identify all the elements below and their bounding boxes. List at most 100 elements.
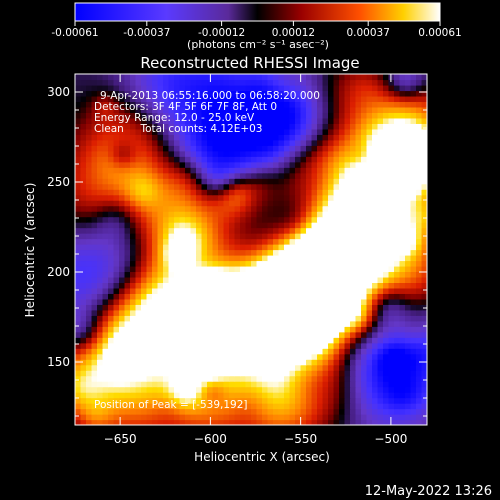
- heatmap-cell: [399, 370, 406, 377]
- heatmap-cell: [333, 331, 340, 338]
- heatmap-cell: [328, 298, 335, 305]
- heatmap-cell: [97, 134, 104, 141]
- heatmap-cell: [273, 128, 280, 135]
- heatmap-cell: [251, 205, 258, 212]
- heatmap-cell: [256, 331, 263, 338]
- heatmap-cell: [383, 84, 390, 92]
- heatmap-cell: [284, 353, 291, 360]
- heatmap-cell: [344, 123, 351, 130]
- heatmap-cell: [179, 348, 186, 355]
- heatmap-cell: [196, 271, 203, 278]
- heatmap-cell: [240, 95, 247, 103]
- heatmap-cell: [421, 309, 427, 316]
- heatmap-cell: [399, 145, 406, 152]
- heatmap-cell: [267, 326, 274, 333]
- heatmap-cell: [267, 200, 274, 207]
- heatmap-cell: [377, 348, 384, 355]
- heatmap-cell: [168, 348, 175, 355]
- heatmap-cell: [179, 337, 186, 344]
- heatmap-cell: [328, 331, 335, 338]
- heatmap-cell: [196, 353, 203, 360]
- heatmap-cell: [207, 117, 214, 124]
- heatmap-cell: [289, 183, 296, 190]
- heatmap-cell: [251, 161, 258, 168]
- heatmap-cell: [157, 101, 164, 108]
- heatmap-cell: [322, 128, 329, 135]
- heatmap-cell: [168, 331, 175, 338]
- heatmap-cell: [273, 167, 280, 174]
- heatmap-cell: [146, 106, 153, 113]
- heatmap-cell: [306, 282, 313, 289]
- heatmap-cell: [394, 403, 401, 410]
- heatmap-cell: [190, 397, 197, 404]
- heatmap-cell: [163, 117, 170, 124]
- heatmap-cell: [157, 183, 164, 190]
- heatmap-cell: [163, 265, 170, 273]
- heatmap-cell: [223, 348, 230, 355]
- heatmap-cell: [421, 90, 427, 97]
- heatmap-cell: [416, 101, 423, 108]
- heatmap-cell: [383, 331, 390, 338]
- heatmap-cell: [388, 403, 395, 410]
- heatmap-cell: [416, 408, 423, 415]
- heatmap-cell: [289, 101, 296, 108]
- heatmap-cell: [273, 156, 280, 163]
- heatmap-cell: [75, 216, 82, 223]
- heatmap-cell: [421, 156, 427, 163]
- heatmap-cell: [399, 189, 406, 196]
- heatmap-cell: [361, 189, 368, 196]
- heatmap-cell: [190, 249, 197, 256]
- heatmap-cell: [317, 315, 324, 322]
- heatmap-cell: [113, 276, 120, 283]
- heatmap-cell: [135, 276, 142, 283]
- heatmap-cell: [223, 403, 230, 410]
- heatmap-cell: [97, 375, 104, 382]
- heatmap-cell: [333, 375, 340, 382]
- heatmap-cell: [361, 161, 368, 168]
- heatmap-cell: [366, 331, 373, 338]
- heatmap-cell: [306, 392, 313, 399]
- heatmap-cell: [322, 326, 329, 333]
- heatmap-cell: [163, 123, 170, 130]
- heatmap-cell: [350, 293, 357, 300]
- heatmap-cell: [278, 233, 285, 240]
- heatmap-cell: [240, 161, 247, 168]
- heatmap-cell: [333, 370, 340, 377]
- heatmap-cell: [135, 298, 142, 305]
- heatmap-cell: [311, 370, 318, 377]
- heatmap-cell: [108, 194, 115, 201]
- heatmap-cell: [273, 211, 280, 218]
- heatmap-cell: [317, 150, 324, 157]
- heatmap-cell: [179, 309, 186, 316]
- heatmap-cell: [196, 134, 203, 141]
- heatmap-cell: [251, 145, 258, 152]
- heatmap-cell: [262, 287, 269, 294]
- heatmap-cell: [333, 128, 340, 135]
- heatmap-cell: [377, 386, 384, 393]
- heatmap-cell: [234, 249, 241, 256]
- heatmap-cell: [394, 276, 401, 283]
- heatmap-cell: [179, 342, 186, 349]
- heatmap-cell: [273, 298, 280, 305]
- heatmap-cell: [212, 233, 219, 240]
- heatmap-cell: [410, 134, 417, 141]
- heatmap-cell: [130, 156, 137, 163]
- heatmap-cell: [157, 260, 164, 267]
- heatmap-cell: [141, 194, 148, 201]
- heatmap-cell: [262, 156, 269, 163]
- heatmap-cell: [256, 370, 263, 377]
- heatmap-cell: [289, 381, 296, 388]
- heatmap-cell: [394, 216, 401, 223]
- heatmap-cell: [377, 326, 384, 333]
- heatmap-cell: [168, 222, 175, 229]
- heatmap-cell: [91, 326, 98, 333]
- heatmap-cell: [278, 326, 285, 333]
- heatmap-cell: [394, 90, 401, 97]
- heatmap-cell: [278, 178, 285, 185]
- heatmap-cell: [339, 320, 346, 327]
- heatmap-cell: [421, 161, 427, 168]
- heatmap-cell: [223, 172, 230, 179]
- heatmap-cell: [229, 233, 236, 240]
- heatmap-cell: [383, 309, 390, 316]
- heatmap-cell: [152, 282, 159, 289]
